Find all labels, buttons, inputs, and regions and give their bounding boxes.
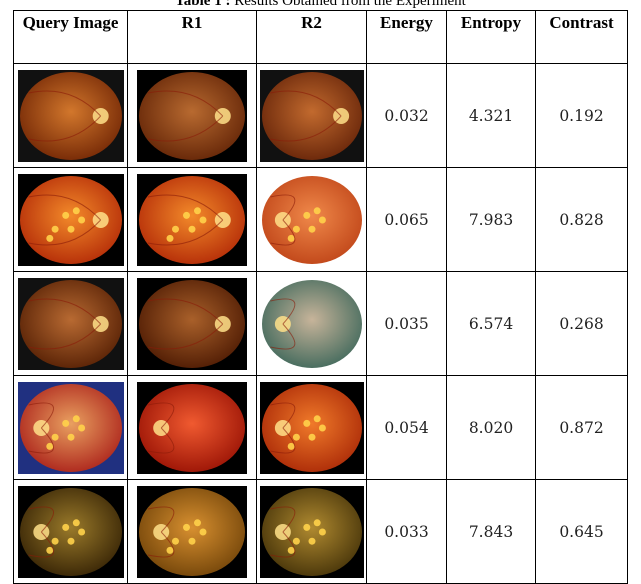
column-header: R2 (257, 11, 367, 64)
retina-image (18, 70, 124, 162)
value-cell: 6.574 (447, 272, 536, 376)
value-cell: 8.020 (447, 376, 536, 480)
value-cell: 0.645 (536, 480, 628, 584)
retina-image (18, 174, 124, 266)
image-cell (257, 272, 367, 376)
value-cell: 0.872 (536, 376, 628, 480)
value-cell: 0.268 (536, 272, 628, 376)
retina-image (260, 70, 364, 162)
column-header: Entropy (447, 11, 536, 64)
page: {"caption": {"label": "Table 1 :", "text… (0, 0, 641, 579)
retina-image (260, 278, 364, 370)
image-cell (128, 376, 257, 480)
value-cell: 7.843 (447, 480, 536, 584)
value-cell: 4.321 (447, 64, 536, 168)
retina-image (137, 278, 247, 370)
retina-image (18, 486, 124, 578)
image-cell (14, 168, 128, 272)
retina-image (18, 278, 124, 370)
image-cell (128, 64, 257, 168)
image-cell (257, 64, 367, 168)
value-cell: 0.065 (367, 168, 447, 272)
image-cell (128, 480, 257, 584)
image-cell (257, 168, 367, 272)
retina-image (137, 174, 247, 266)
caption-label: Table 1 : (175, 0, 230, 9)
retina-image (260, 486, 364, 578)
caption-text: Results Obtained from the Experiment (234, 0, 466, 9)
column-header: Energy (367, 11, 447, 64)
image-cell (257, 480, 367, 584)
retina-image (18, 382, 124, 474)
value-cell: 0.032 (367, 64, 447, 168)
value-cell: 0.192 (536, 64, 628, 168)
value-cell: 0.828 (536, 168, 628, 272)
image-cell (128, 272, 257, 376)
retina-image (260, 174, 364, 266)
value-cell: 7.983 (447, 168, 536, 272)
value-cell: 0.054 (367, 376, 447, 480)
column-header: Query Image (14, 11, 128, 64)
retina-image (260, 382, 364, 474)
retina-image (137, 486, 247, 578)
image-cell (14, 376, 128, 480)
image-cell (14, 480, 128, 584)
column-header: Contrast (536, 11, 628, 64)
value-cell: 0.035 (367, 272, 447, 376)
table-caption: Table 1 : Results Obtained from the Expe… (0, 0, 641, 10)
retina-image (137, 382, 247, 474)
image-cell (128, 168, 257, 272)
value-cell: 0.033 (367, 480, 447, 584)
column-header: R1 (128, 11, 257, 64)
image-cell (257, 376, 367, 480)
image-cell (14, 64, 128, 168)
retina-image (137, 70, 247, 162)
image-cell (14, 272, 128, 376)
